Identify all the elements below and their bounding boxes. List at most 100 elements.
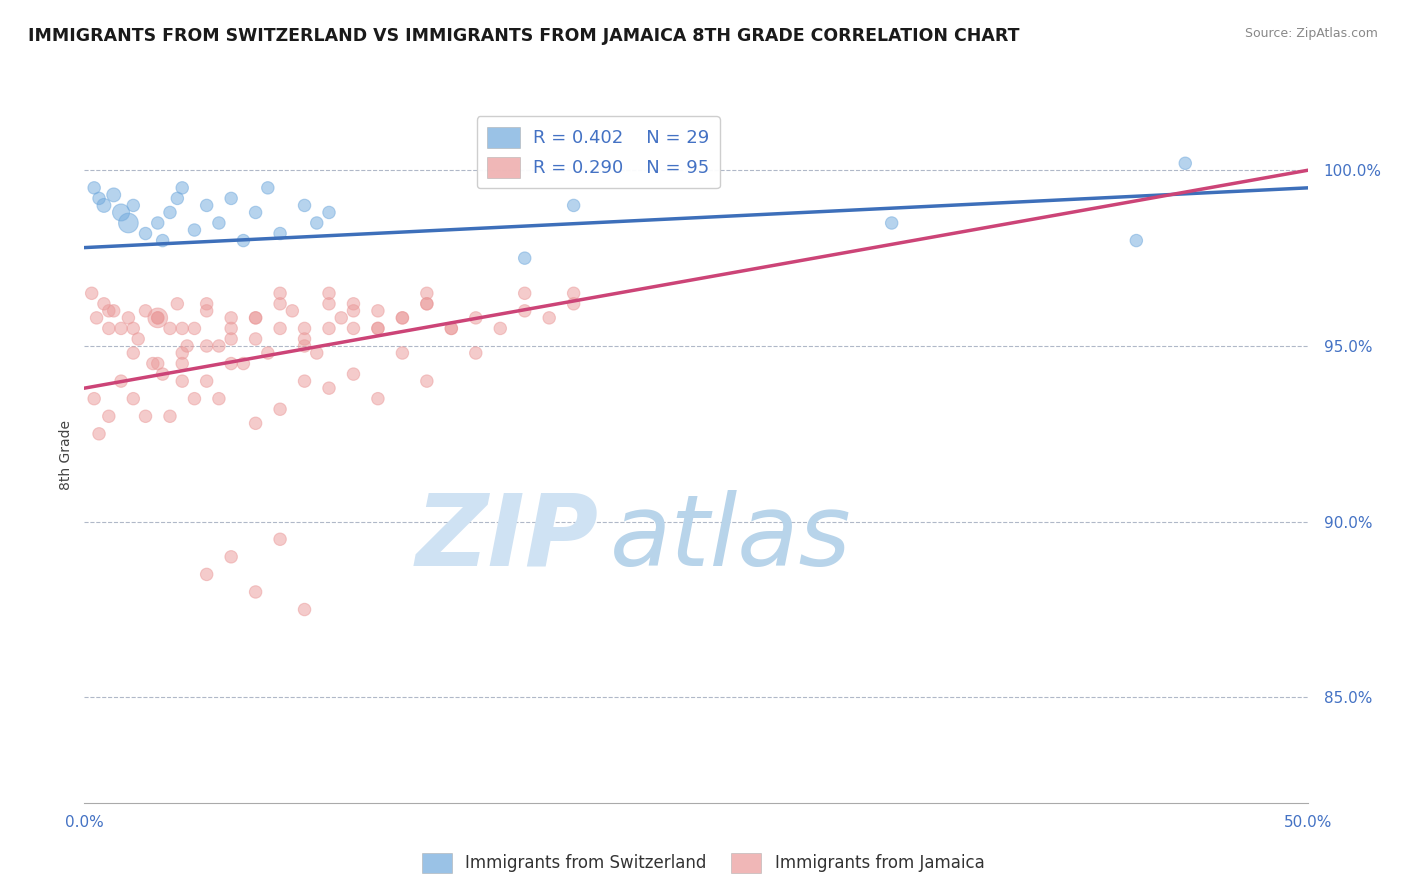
Point: [103, 303, 125, 318]
Point: [97, 409, 120, 424]
Point: [97, 303, 120, 318]
Point: [294, 339, 316, 353]
Point: [110, 374, 132, 388]
Point: [146, 310, 169, 325]
Point: [1125, 234, 1147, 248]
Point: [245, 332, 267, 346]
Point: [562, 286, 585, 301]
Y-axis label: 8th Grade: 8th Grade: [59, 420, 73, 490]
Point: [367, 303, 389, 318]
Point: [269, 286, 291, 301]
Point: [342, 297, 364, 311]
Point: [219, 549, 242, 564]
Point: [176, 339, 198, 353]
Point: [110, 205, 132, 219]
Point: [195, 297, 218, 311]
Point: [342, 367, 364, 381]
Point: [208, 339, 231, 353]
Legend: R = 0.402    N = 29, R = 0.290    N = 95: R = 0.402 N = 29, R = 0.290 N = 95: [477, 116, 720, 188]
Point: [142, 357, 165, 371]
Point: [245, 310, 267, 325]
Point: [195, 198, 218, 212]
Point: [80, 286, 103, 301]
Point: [86, 310, 108, 325]
Point: [294, 602, 316, 616]
Point: [127, 332, 149, 346]
Point: [172, 321, 194, 335]
Point: [97, 321, 120, 335]
Point: [117, 216, 139, 230]
Point: [367, 321, 389, 335]
Point: [367, 321, 389, 335]
Point: [183, 321, 205, 335]
Point: [219, 332, 242, 346]
Point: [103, 187, 125, 202]
Point: [172, 346, 194, 360]
Point: [513, 286, 536, 301]
Point: [880, 216, 903, 230]
Point: [159, 205, 181, 219]
Point: [219, 191, 242, 205]
Point: [87, 426, 110, 441]
Point: [195, 567, 218, 582]
Point: [152, 367, 174, 381]
Point: [172, 181, 194, 195]
Point: [122, 346, 145, 360]
Point: [122, 321, 145, 335]
Point: [110, 321, 132, 335]
Point: [146, 310, 169, 325]
Point: [245, 417, 267, 431]
Point: [135, 303, 157, 318]
Point: [318, 381, 340, 395]
Point: [416, 374, 439, 388]
Point: [172, 357, 194, 371]
Point: [93, 198, 115, 212]
Point: [117, 310, 139, 325]
Legend: Immigrants from Switzerland, Immigrants from Jamaica: Immigrants from Switzerland, Immigrants …: [415, 847, 991, 880]
Point: [342, 303, 364, 318]
Point: [294, 198, 316, 212]
Point: [294, 321, 316, 335]
Point: [318, 321, 340, 335]
Point: [305, 346, 328, 360]
Point: [513, 251, 536, 265]
Point: [245, 310, 267, 325]
Text: IMMIGRANTS FROM SWITZERLAND VS IMMIGRANTS FROM JAMAICA 8TH GRADE CORRELATION CHA: IMMIGRANTS FROM SWITZERLAND VS IMMIGRANT…: [28, 27, 1019, 45]
Point: [83, 392, 105, 406]
Point: [269, 227, 291, 241]
Point: [166, 191, 188, 205]
Point: [330, 310, 353, 325]
Point: [232, 357, 254, 371]
Point: [464, 310, 486, 325]
Point: [183, 392, 205, 406]
Point: [122, 392, 145, 406]
Point: [183, 223, 205, 237]
Point: [440, 321, 463, 335]
Point: [391, 310, 413, 325]
Point: [146, 357, 169, 371]
Point: [135, 409, 157, 424]
Point: [416, 297, 439, 311]
Point: [305, 216, 328, 230]
Point: [219, 321, 242, 335]
Point: [318, 297, 340, 311]
Point: [146, 310, 169, 325]
Point: [135, 227, 157, 241]
Point: [195, 339, 218, 353]
Point: [538, 310, 561, 325]
Point: [257, 181, 280, 195]
Point: [219, 357, 242, 371]
Text: ZIP: ZIP: [415, 490, 598, 587]
Point: [281, 303, 304, 318]
Point: [159, 409, 181, 424]
Point: [166, 297, 188, 311]
Point: [489, 321, 512, 335]
Point: [269, 533, 291, 547]
Point: [159, 321, 181, 335]
Point: [122, 198, 145, 212]
Point: [87, 191, 110, 205]
Point: [440, 321, 463, 335]
Point: [208, 216, 231, 230]
Point: [152, 234, 174, 248]
Text: Source: ZipAtlas.com: Source: ZipAtlas.com: [1244, 27, 1378, 40]
